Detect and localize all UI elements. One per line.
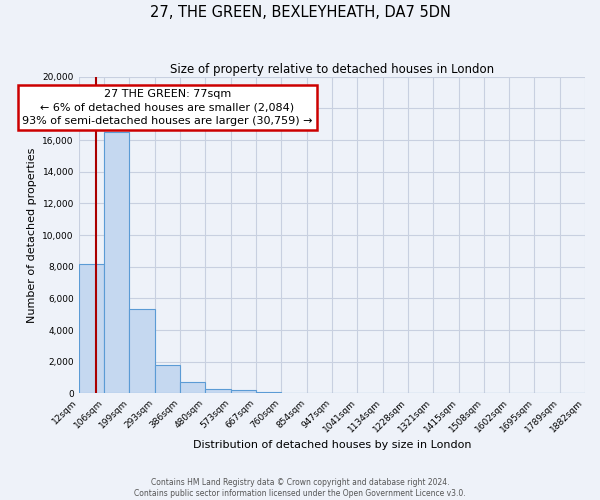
Text: 27, THE GREEN, BEXLEYHEATH, DA7 5DN: 27, THE GREEN, BEXLEYHEATH, DA7 5DN [149, 5, 451, 20]
Bar [180, 382, 205, 394]
Y-axis label: Number of detached properties: Number of detached properties [27, 148, 37, 322]
Bar [130, 310, 155, 394]
Bar [230, 390, 256, 394]
Text: 27 THE GREEN: 77sqm  
← 6% of detached houses are smaller (2,084)
93% of semi-de: 27 THE GREEN: 77sqm ← 6% of detached hou… [22, 90, 313, 126]
X-axis label: Distribution of detached houses by size in London: Distribution of detached houses by size … [193, 440, 471, 450]
Bar [155, 365, 180, 394]
Title: Size of property relative to detached houses in London: Size of property relative to detached ho… [170, 62, 494, 76]
Text: Contains HM Land Registry data © Crown copyright and database right 2024.
Contai: Contains HM Land Registry data © Crown c… [134, 478, 466, 498]
Bar [104, 132, 130, 394]
Bar [79, 264, 104, 394]
Bar [205, 388, 230, 394]
Bar [256, 392, 281, 394]
Bar [281, 392, 307, 394]
